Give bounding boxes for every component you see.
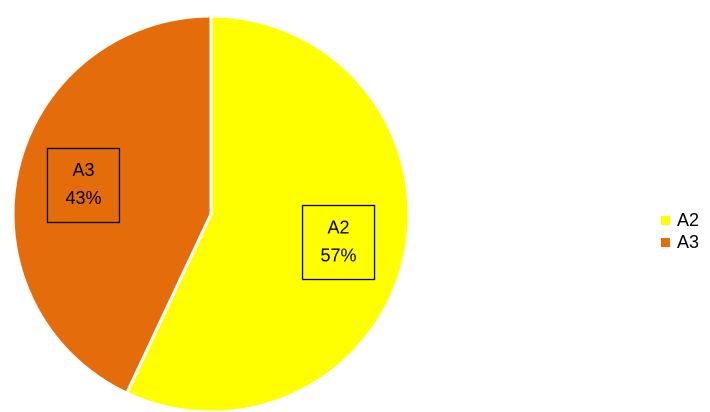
data-label-box [46, 147, 121, 224]
pie-slice [11, 14, 213, 396]
data-label-box [301, 204, 376, 281]
pie-slice [124, 14, 411, 412]
data-label-value: 43% [65, 188, 101, 208]
legend-swatch [661, 238, 670, 247]
legend-swatch [661, 216, 670, 225]
legend-label: A3 [677, 232, 699, 252]
data-label-value: 57% [321, 245, 357, 265]
legend-label: A2 [677, 210, 699, 230]
data-label-category: A2 [328, 217, 350, 237]
data-label-category: A3 [72, 160, 94, 180]
